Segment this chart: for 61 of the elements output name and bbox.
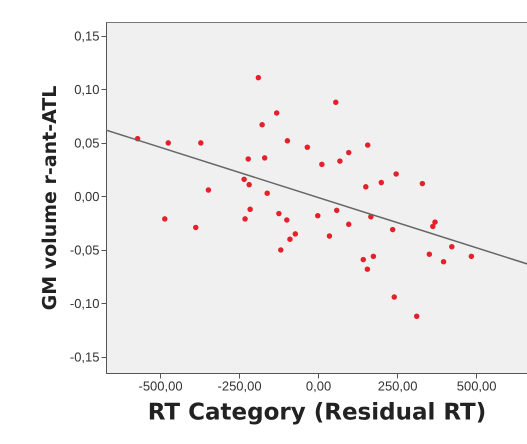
x-tick-label: -250,00 — [218, 378, 262, 394]
point — [392, 294, 397, 300]
point — [378, 180, 384, 186]
point — [468, 254, 474, 260]
x-tick-label: 500,00 — [456, 378, 496, 394]
point — [360, 256, 366, 262]
point — [276, 210, 282, 216]
point — [198, 140, 204, 146]
x-axis-title: RT Category (Residual RT) — [148, 400, 486, 426]
point — [304, 144, 310, 150]
point — [337, 158, 343, 164]
y-tick-label: 0,05 — [74, 135, 100, 150]
point — [193, 224, 198, 230]
point — [284, 217, 290, 223]
y-axis-title: GM volume r-ant-ATL — [38, 86, 61, 310]
point — [364, 142, 370, 148]
point — [426, 251, 432, 257]
point — [430, 224, 436, 230]
point — [247, 206, 253, 212]
point — [346, 222, 352, 227]
point — [264, 190, 270, 196]
point — [390, 226, 396, 232]
point — [393, 171, 399, 177]
point — [414, 314, 420, 320]
point — [242, 216, 248, 222]
point — [319, 162, 325, 168]
y-tick-label: -0,05 — [70, 242, 100, 258]
point — [166, 140, 172, 146]
point — [162, 216, 168, 222]
y-tick-label: 0,10 — [74, 82, 100, 97]
point — [420, 180, 426, 186]
point — [432, 219, 438, 225]
point — [259, 122, 265, 128]
x-tick-label: 250,00 — [378, 378, 418, 394]
y-tick-label: -0,10 — [70, 296, 100, 311]
y-tick-label: 0,15 — [74, 28, 100, 44]
point — [278, 247, 284, 253]
point — [274, 110, 280, 116]
point — [287, 236, 293, 242]
point — [370, 254, 376, 260]
point — [206, 187, 212, 193]
point — [256, 74, 262, 80]
point — [245, 156, 251, 162]
point — [326, 233, 332, 239]
point — [241, 176, 247, 182]
y-tick-label: -0,15 — [70, 349, 100, 364]
x-tick-label: 0,00 — [306, 378, 332, 394]
point — [449, 244, 455, 250]
point — [334, 208, 340, 214]
y-tick-label: 0,00 — [74, 188, 100, 204]
point — [364, 266, 370, 272]
point — [363, 184, 369, 190]
point — [246, 182, 252, 188]
point — [346, 150, 352, 156]
point — [315, 212, 321, 218]
x-tick-label: -500,00 — [138, 378, 183, 394]
point — [262, 155, 268, 161]
point — [292, 231, 298, 237]
point — [333, 100, 339, 105]
point — [440, 258, 446, 264]
point — [284, 138, 290, 144]
